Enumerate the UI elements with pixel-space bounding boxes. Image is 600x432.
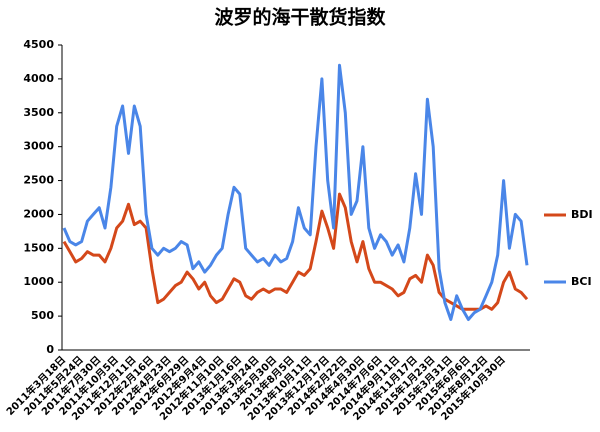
series-line <box>62 63 529 321</box>
y-tick-label: 2500 <box>23 174 54 187</box>
y-tick-label: 4000 <box>23 72 54 85</box>
y-tick-label: 2000 <box>23 207 54 220</box>
y-tick-label: 1000 <box>23 275 54 288</box>
legend-label: BDI <box>571 208 593 221</box>
chart-title: 波罗的海干散货指数 <box>214 6 386 29</box>
y-tick-label: 500 <box>31 309 54 322</box>
y-tick-label: 4500 <box>23 38 54 51</box>
y-tick-label: 3500 <box>23 106 54 119</box>
series-line <box>62 192 529 311</box>
y-tick-label: 3000 <box>23 140 54 153</box>
y-tick-label: 1500 <box>23 241 54 254</box>
y-tick-label: 0 <box>46 343 54 356</box>
legend-label: BCI <box>571 275 592 288</box>
